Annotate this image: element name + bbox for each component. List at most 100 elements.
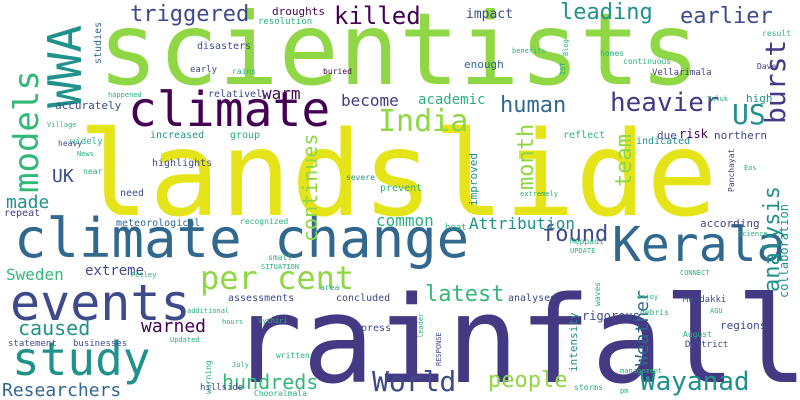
word-per-cent: per cent xyxy=(200,259,355,297)
word-earlier: earlier xyxy=(680,4,773,29)
word-concluded: concluded xyxy=(336,293,391,304)
word-droughts: droughts xyxy=(272,5,325,18)
word-analysed: analysed xyxy=(508,293,557,304)
word-management: management xyxy=(620,367,663,375)
word-caused: caused xyxy=(18,316,91,340)
word-mundakki: Mundakki xyxy=(683,295,727,305)
word-hillside: hillside xyxy=(200,383,244,393)
word-pm: pm xyxy=(620,387,629,395)
word-happened: happened xyxy=(108,91,142,99)
word-relatively: relatively xyxy=(208,89,269,100)
word-increased: increased xyxy=(150,130,205,141)
word-meteorological: meteorological xyxy=(116,218,201,229)
word-science: Science xyxy=(738,230,768,238)
word-area: area xyxy=(320,283,340,292)
word-connect: CONNECT xyxy=(680,269,710,277)
word-due: due xyxy=(657,129,677,142)
word-ist: IST xyxy=(559,62,567,75)
word-become: become xyxy=(341,91,399,110)
word-impact: impact xyxy=(466,7,513,22)
word-small: small xyxy=(268,253,293,262)
word-scientists: scientists xyxy=(98,0,701,108)
word-continuous: continuous xyxy=(623,57,672,66)
word-kerala: Kerala xyxy=(612,217,786,273)
word-rigorous: rigorous xyxy=(582,309,640,323)
word-continues: continues xyxy=(298,133,322,242)
word-collaboration: collaboration xyxy=(777,204,791,298)
word-hours: hours xyxy=(222,318,244,326)
word-benefits: benefits xyxy=(512,47,546,55)
word-enjoy: enjoy xyxy=(637,293,659,301)
word-human: human xyxy=(500,93,567,118)
word-india: India xyxy=(378,104,469,139)
word-taluk: Taluk xyxy=(707,95,729,103)
word-attribution: Attribution xyxy=(469,214,575,233)
word-common: common xyxy=(376,211,434,230)
word-near: near xyxy=(83,167,103,176)
word-heavier: heavier xyxy=(610,88,720,118)
word-august: August xyxy=(683,330,712,339)
word-according: according xyxy=(700,217,760,230)
word-extreme: extreme xyxy=(85,263,145,279)
word-heavy: heavy xyxy=(58,139,83,148)
word-indicated: indicated xyxy=(636,136,691,147)
word-heat: heat xyxy=(445,223,467,233)
word-need: need xyxy=(120,188,145,199)
word-dave: Dave xyxy=(757,62,777,71)
word-study: study xyxy=(12,332,151,386)
word-chooralmala: Chooralmala xyxy=(254,389,307,398)
word-petley: Petley xyxy=(131,271,157,279)
word-landslide: landslide xyxy=(78,105,718,243)
word-regions: regions xyxy=(720,319,767,332)
word-agu: AGU xyxy=(710,307,723,315)
word-leader: leader xyxy=(417,312,425,338)
word-rains: rains xyxy=(232,67,257,76)
word-group: group xyxy=(230,130,261,141)
word-eos: Eos xyxy=(744,164,757,172)
word-recognized: recognized xyxy=(240,217,289,226)
word-additional: additional xyxy=(187,307,230,315)
word-response: RESPONSE xyxy=(435,332,443,366)
word-prevent: prevent xyxy=(380,183,423,194)
word-storms: storms xyxy=(574,383,603,392)
word-situation: SITUATION xyxy=(261,263,299,271)
word-risk: risk xyxy=(679,127,708,141)
word-enough: enough xyxy=(464,58,504,71)
word-statement: statement xyxy=(8,339,57,349)
word-panchayat: Panchayat xyxy=(727,148,736,192)
word-disasters: disasters xyxy=(197,41,252,52)
word-warm: warm xyxy=(262,84,301,103)
word-meppadi: Meppadi xyxy=(570,237,604,246)
word-wayanad: Wayanad xyxy=(640,367,750,397)
word-latest: latest xyxy=(425,282,505,307)
word-triggered: triggered xyxy=(130,2,250,27)
word-uk: UK xyxy=(52,166,74,187)
word-models: models xyxy=(7,70,47,193)
word-district: District xyxy=(685,340,729,350)
word-vellarimala: Vellarimala xyxy=(652,68,712,78)
word-team: team xyxy=(612,134,637,187)
word-warned: warned xyxy=(141,316,207,337)
word-burst: burst xyxy=(759,39,792,124)
word-news: News xyxy=(77,150,94,158)
word-climate: climate xyxy=(128,82,331,138)
word-us: US xyxy=(732,98,766,131)
word-written: written xyxy=(276,351,310,360)
word-researchers: Researchers xyxy=(2,380,122,400)
word-climate-change: climate change xyxy=(14,207,470,270)
word-assessments: assessments xyxy=(228,293,295,304)
word-leading: leading xyxy=(560,0,653,25)
word-extremely: extremely xyxy=(520,190,558,198)
word-early: early xyxy=(190,65,218,75)
word-hundreds: hundreds xyxy=(222,370,319,394)
word-high: high xyxy=(746,92,773,105)
word-resolution: resolution xyxy=(258,17,313,27)
word-weather: Weather xyxy=(632,290,653,366)
word-rainfall: rainfall xyxy=(230,272,800,400)
word-studies: studies xyxy=(93,21,104,64)
word-found: found xyxy=(542,222,609,247)
word-killed: killed xyxy=(334,2,421,30)
word-improved: improved xyxy=(467,153,480,206)
word-vythiri: Vythiri xyxy=(258,317,288,325)
